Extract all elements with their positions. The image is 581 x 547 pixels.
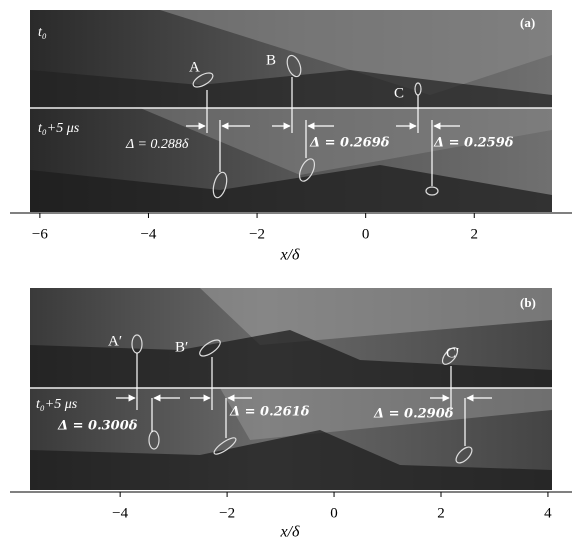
- x-tick-label: −2: [249, 226, 265, 242]
- marker-label: A′: [108, 333, 122, 349]
- time-label: t₀: [38, 25, 47, 40]
- delta-label: Δ = 0.259δ: [433, 136, 514, 151]
- delta-label: Δ = 0.261δ: [229, 405, 310, 420]
- marker-label: B′: [175, 339, 188, 355]
- x-tick-label: 0: [330, 505, 338, 521]
- delta-label: Δ = 0.300δ: [57, 419, 138, 434]
- marker-label: B: [266, 52, 276, 68]
- panel-label: (b): [520, 295, 536, 310]
- x-tick-label: 2: [437, 505, 445, 521]
- time-label: t₀+5 μs: [38, 121, 80, 136]
- panel-label: (a): [520, 15, 535, 30]
- panel-a-image: [30, 10, 552, 212]
- x-tick-label: 0: [362, 226, 370, 242]
- delta-label: Δ = 0.269δ: [309, 136, 390, 151]
- marker-label: A: [189, 59, 200, 75]
- x-axis-label: x/δ: [280, 524, 301, 541]
- time-label: t₀+5 μs: [36, 397, 78, 412]
- x-tick-label: 2: [471, 226, 479, 242]
- delta-label: Δ = 0.288δ: [125, 137, 189, 152]
- x-tick-label: 4: [544, 505, 552, 521]
- marker-label: C′: [446, 345, 459, 361]
- x-tick-label: −6: [32, 226, 48, 242]
- panel-b-image: [30, 288, 552, 490]
- x-tick-label: −4: [140, 226, 156, 242]
- figure: t₀ t₀+5 μs (a) A B C Δ = 0.288δ Δ = 0.26…: [0, 0, 581, 542]
- x-tick-label: −4: [112, 505, 128, 521]
- x-axis-label: x/δ: [280, 247, 301, 264]
- delta-label: Δ = 0.290δ: [373, 407, 454, 422]
- marker-label: C: [394, 85, 404, 101]
- x-tick-label: −2: [219, 505, 235, 521]
